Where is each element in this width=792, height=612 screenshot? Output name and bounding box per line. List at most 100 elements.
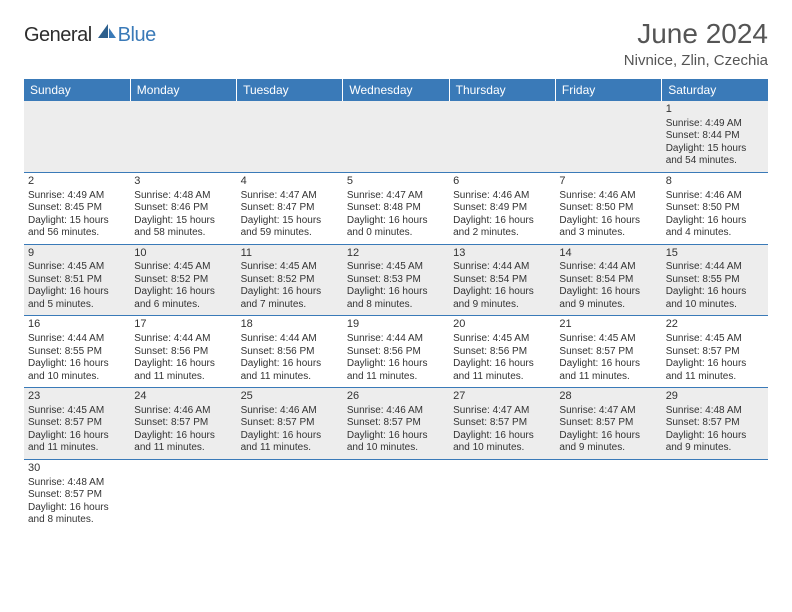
weekday-header: Saturday [662,79,768,101]
sunset-text: Sunset: 8:47 PM [241,202,339,215]
daylight-text: Daylight: 16 hours and 11 minutes. [28,430,126,455]
sunset-text: Sunset: 8:56 PM [241,346,339,359]
sunrise-text: Sunrise: 4:48 AM [28,477,126,490]
day-number: 26 [347,390,445,404]
daylight-text: Daylight: 16 hours and 3 minutes. [559,215,657,240]
sunset-text: Sunset: 8:57 PM [28,489,126,502]
daylight-text: Daylight: 16 hours and 10 minutes. [28,358,126,383]
sunset-text: Sunset: 8:57 PM [28,417,126,430]
day-number: 10 [134,247,232,261]
daylight-text: Daylight: 16 hours and 11 minutes. [666,358,764,383]
day-number: 8 [666,175,764,189]
day-number: 11 [241,247,339,261]
month-title: June 2024 [624,18,768,50]
sunset-text: Sunset: 8:57 PM [666,346,764,359]
brand-part1: General [24,24,92,47]
calendar-cell: 2Sunrise: 4:49 AMSunset: 8:45 PMDaylight… [24,172,130,244]
daylight-text: Daylight: 16 hours and 8 minutes. [347,286,445,311]
daylight-text: Daylight: 16 hours and 9 minutes. [559,430,657,455]
calendar-cell-empty [555,459,661,530]
sunrise-text: Sunrise: 4:48 AM [134,190,232,203]
sunset-text: Sunset: 8:48 PM [347,202,445,215]
sunrise-text: Sunrise: 4:46 AM [559,190,657,203]
sunrise-text: Sunrise: 4:44 AM [559,261,657,274]
calendar-cell: 29Sunrise: 4:48 AMSunset: 8:57 PMDayligh… [662,388,768,460]
day-number: 22 [666,318,764,332]
sunset-text: Sunset: 8:56 PM [453,346,551,359]
sunrise-text: Sunrise: 4:45 AM [241,261,339,274]
calendar-cell-empty [24,101,130,172]
location: Nivnice, Zlin, Czechia [624,52,768,69]
daylight-text: Daylight: 16 hours and 7 minutes. [241,286,339,311]
daylight-text: Daylight: 16 hours and 11 minutes. [347,358,445,383]
sunset-text: Sunset: 8:44 PM [666,130,764,143]
calendar-row: 23Sunrise: 4:45 AMSunset: 8:57 PMDayligh… [24,388,768,460]
sunrise-text: Sunrise: 4:45 AM [666,333,764,346]
calendar-cell-empty [449,101,555,172]
daylight-text: Daylight: 16 hours and 11 minutes. [559,358,657,383]
calendar-row: 1Sunrise: 4:49 AMSunset: 8:44 PMDaylight… [24,101,768,172]
sunrise-text: Sunrise: 4:45 AM [453,333,551,346]
sunrise-text: Sunrise: 4:44 AM [347,333,445,346]
calendar-cell: 25Sunrise: 4:46 AMSunset: 8:57 PMDayligh… [237,388,343,460]
daylight-text: Daylight: 16 hours and 5 minutes. [28,286,126,311]
sunrise-text: Sunrise: 4:47 AM [453,405,551,418]
sunset-text: Sunset: 8:45 PM [28,202,126,215]
calendar-cell: 4Sunrise: 4:47 AMSunset: 8:47 PMDaylight… [237,172,343,244]
calendar-cell: 26Sunrise: 4:46 AMSunset: 8:57 PMDayligh… [343,388,449,460]
sunrise-text: Sunrise: 4:45 AM [134,261,232,274]
sunrise-text: Sunrise: 4:45 AM [28,405,126,418]
day-number: 29 [666,390,764,404]
weekday-header: Monday [130,79,236,101]
calendar-row: 2Sunrise: 4:49 AMSunset: 8:45 PMDaylight… [24,172,768,244]
day-number: 30 [28,462,126,476]
sunset-text: Sunset: 8:49 PM [453,202,551,215]
calendar-cell: 22Sunrise: 4:45 AMSunset: 8:57 PMDayligh… [662,316,768,388]
sunrise-text: Sunrise: 4:46 AM [241,405,339,418]
weekday-header: Sunday [24,79,130,101]
daylight-text: Daylight: 16 hours and 10 minutes. [453,430,551,455]
calendar-cell-empty [237,101,343,172]
sunrise-text: Sunrise: 4:47 AM [559,405,657,418]
sunset-text: Sunset: 8:57 PM [453,417,551,430]
sunrise-text: Sunrise: 4:46 AM [134,405,232,418]
sunrise-text: Sunrise: 4:45 AM [28,261,126,274]
sunrise-text: Sunrise: 4:46 AM [666,190,764,203]
calendar-head: SundayMondayTuesdayWednesdayThursdayFrid… [24,79,768,101]
calendar-cell: 24Sunrise: 4:46 AMSunset: 8:57 PMDayligh… [130,388,236,460]
sunrise-text: Sunrise: 4:46 AM [453,190,551,203]
sunset-text: Sunset: 8:52 PM [134,274,232,287]
sunrise-text: Sunrise: 4:47 AM [347,190,445,203]
sunset-text: Sunset: 8:54 PM [559,274,657,287]
calendar-cell: 19Sunrise: 4:44 AMSunset: 8:56 PMDayligh… [343,316,449,388]
sail-icon [96,22,118,45]
brand-logo: General Blue [24,24,156,47]
day-number: 17 [134,318,232,332]
sunset-text: Sunset: 8:52 PM [241,274,339,287]
day-number: 24 [134,390,232,404]
daylight-text: Daylight: 16 hours and 9 minutes. [559,286,657,311]
day-number: 19 [347,318,445,332]
weekday-header: Wednesday [343,79,449,101]
sunset-text: Sunset: 8:54 PM [453,274,551,287]
sunrise-text: Sunrise: 4:45 AM [559,333,657,346]
calendar-cell-empty [237,459,343,530]
sunrise-text: Sunrise: 4:44 AM [28,333,126,346]
day-number: 2 [28,175,126,189]
calendar-cell: 28Sunrise: 4:47 AMSunset: 8:57 PMDayligh… [555,388,661,460]
calendar-cell: 6Sunrise: 4:46 AMSunset: 8:49 PMDaylight… [449,172,555,244]
calendar-cell: 9Sunrise: 4:45 AMSunset: 8:51 PMDaylight… [24,244,130,316]
calendar-cell: 7Sunrise: 4:46 AMSunset: 8:50 PMDaylight… [555,172,661,244]
daylight-text: Daylight: 16 hours and 9 minutes. [453,286,551,311]
calendar-cell: 23Sunrise: 4:45 AMSunset: 8:57 PMDayligh… [24,388,130,460]
sunset-text: Sunset: 8:57 PM [559,417,657,430]
sunset-text: Sunset: 8:51 PM [28,274,126,287]
day-number: 20 [453,318,551,332]
sunset-text: Sunset: 8:56 PM [347,346,445,359]
daylight-text: Daylight: 16 hours and 11 minutes. [241,358,339,383]
sunset-text: Sunset: 8:57 PM [559,346,657,359]
calendar-row: 9Sunrise: 4:45 AMSunset: 8:51 PMDaylight… [24,244,768,316]
daylight-text: Daylight: 16 hours and 8 minutes. [28,502,126,527]
calendar-cell: 3Sunrise: 4:48 AMSunset: 8:46 PMDaylight… [130,172,236,244]
day-number: 25 [241,390,339,404]
